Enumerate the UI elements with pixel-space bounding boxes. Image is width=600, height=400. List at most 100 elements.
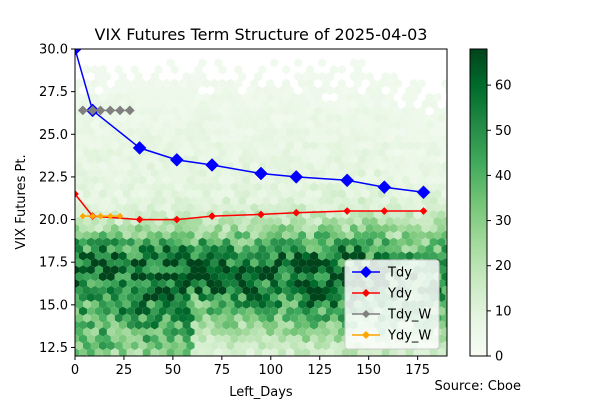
hexbin-cell (433, 92, 442, 102)
hexbin-cell (254, 223, 263, 233)
hexbin-cell (306, 216, 314, 227)
hexbin-cell (134, 279, 143, 289)
hexbin-cell (246, 279, 255, 289)
hexbin-cell (174, 168, 183, 178)
hexbin-cell (246, 306, 255, 316)
hexbin-cell (190, 265, 199, 275)
hexbin-cell (106, 244, 115, 254)
hexbin-cell (349, 168, 358, 178)
hexbin-cell (373, 196, 382, 206)
hexbin-cell (322, 258, 330, 268)
hexbin-cell (102, 265, 111, 275)
hexbin-cell (365, 113, 374, 123)
hexbin-cell (314, 285, 322, 296)
hexbin-cell (190, 113, 199, 123)
hexbin-cell (405, 127, 414, 137)
hexbin-cell (385, 147, 394, 158)
hexbin-cell (186, 299, 195, 309)
hexbin-cell (154, 341, 163, 351)
hexbin-cell (198, 196, 207, 206)
hexbin-cell (322, 341, 330, 351)
hexbin-cell (266, 161, 275, 171)
hexbin-cell (238, 182, 247, 192)
hexbin-cell (222, 168, 231, 178)
hexbin-cell (254, 72, 263, 82)
hexbin-cell (114, 258, 123, 268)
hexbin-cell (94, 306, 103, 316)
hexbin-cell (330, 285, 338, 296)
hexbin-cell (429, 168, 438, 178)
hexbin-cell (190, 85, 199, 95)
hexbin-cell (266, 327, 275, 337)
hexbin-cell (262, 320, 271, 330)
hexbin-cell (170, 175, 179, 185)
hexbin-cell (274, 92, 283, 102)
hexbin-cell (274, 272, 283, 282)
hexbin-cell (210, 92, 219, 102)
hexbin-cell (158, 292, 167, 302)
hexbin-cell (230, 141, 239, 151)
hexbin-cell (206, 196, 215, 206)
hexbin-cell (389, 85, 398, 95)
hexbin-cell (353, 203, 362, 213)
hexbin-cell (174, 348, 183, 356)
hexbin-cell (409, 216, 418, 227)
hexbin-cell (314, 106, 322, 116)
hexbin-cell (333, 320, 342, 330)
hexbin-cell (353, 134, 362, 144)
hexbin-cell (274, 147, 283, 158)
hexbin-cell (266, 285, 275, 296)
hexbin-cell (333, 265, 342, 275)
hexbin-cell (238, 127, 247, 137)
hexbin-cell (186, 203, 195, 213)
hexbin-cell (142, 168, 151, 178)
hexbin-cell (254, 141, 263, 151)
hexbin-cell (198, 72, 207, 82)
hexbin-cell (94, 320, 103, 330)
hexbin-cell (234, 92, 243, 102)
hexbin-cell (98, 258, 107, 268)
hexbin-cell (369, 203, 378, 213)
hexbin-cell (186, 175, 195, 185)
hexbin-cell (214, 334, 223, 344)
hexbin-cell (409, 244, 418, 254)
hexbin-cell (178, 341, 187, 351)
hexbin-cell (170, 313, 179, 323)
hexbin-cell (75, 230, 83, 240)
hexbin-cell (75, 237, 79, 247)
hexbin-cell (333, 99, 342, 109)
hexbin-cell (198, 182, 207, 192)
hexbin-cell (385, 216, 394, 227)
hexbin-cell (162, 175, 171, 185)
hexbin-cell (138, 175, 147, 185)
hexbin-cell (110, 265, 119, 275)
hexbin-cell (333, 154, 342, 164)
hexbin-cell (210, 341, 219, 351)
legend-label-tdy-w: Tdy_W (387, 308, 431, 323)
hexbin-cell (242, 327, 251, 337)
hexbin-cell (397, 168, 406, 178)
hexbin-cell (441, 106, 447, 116)
hexbin-cell (318, 306, 326, 316)
legend-marker-tdy-w (362, 310, 370, 318)
hexbin-cell (409, 92, 418, 102)
hexbin-cell (134, 127, 143, 137)
hexbin-cell (381, 237, 390, 247)
hexbin-cell (330, 147, 338, 158)
hexbin-cell (282, 92, 291, 102)
hexbin-cell (226, 313, 235, 323)
hexbin-cell (326, 334, 334, 344)
hexbin-cell (150, 99, 159, 109)
hexbin-cell (242, 341, 251, 351)
hexbin-cell (178, 258, 187, 268)
hexbin-cell (142, 306, 151, 316)
hexbin-cell (270, 334, 279, 344)
hexbin-cell (174, 279, 183, 289)
hexbin-cell (118, 320, 127, 330)
hexbin-cell (357, 127, 366, 137)
hexbin-cell (178, 120, 187, 130)
hexbin-cell (250, 203, 259, 213)
hexbin-cell (294, 72, 303, 82)
hexbin-cell (361, 203, 370, 213)
hexbin-cell (106, 285, 115, 296)
